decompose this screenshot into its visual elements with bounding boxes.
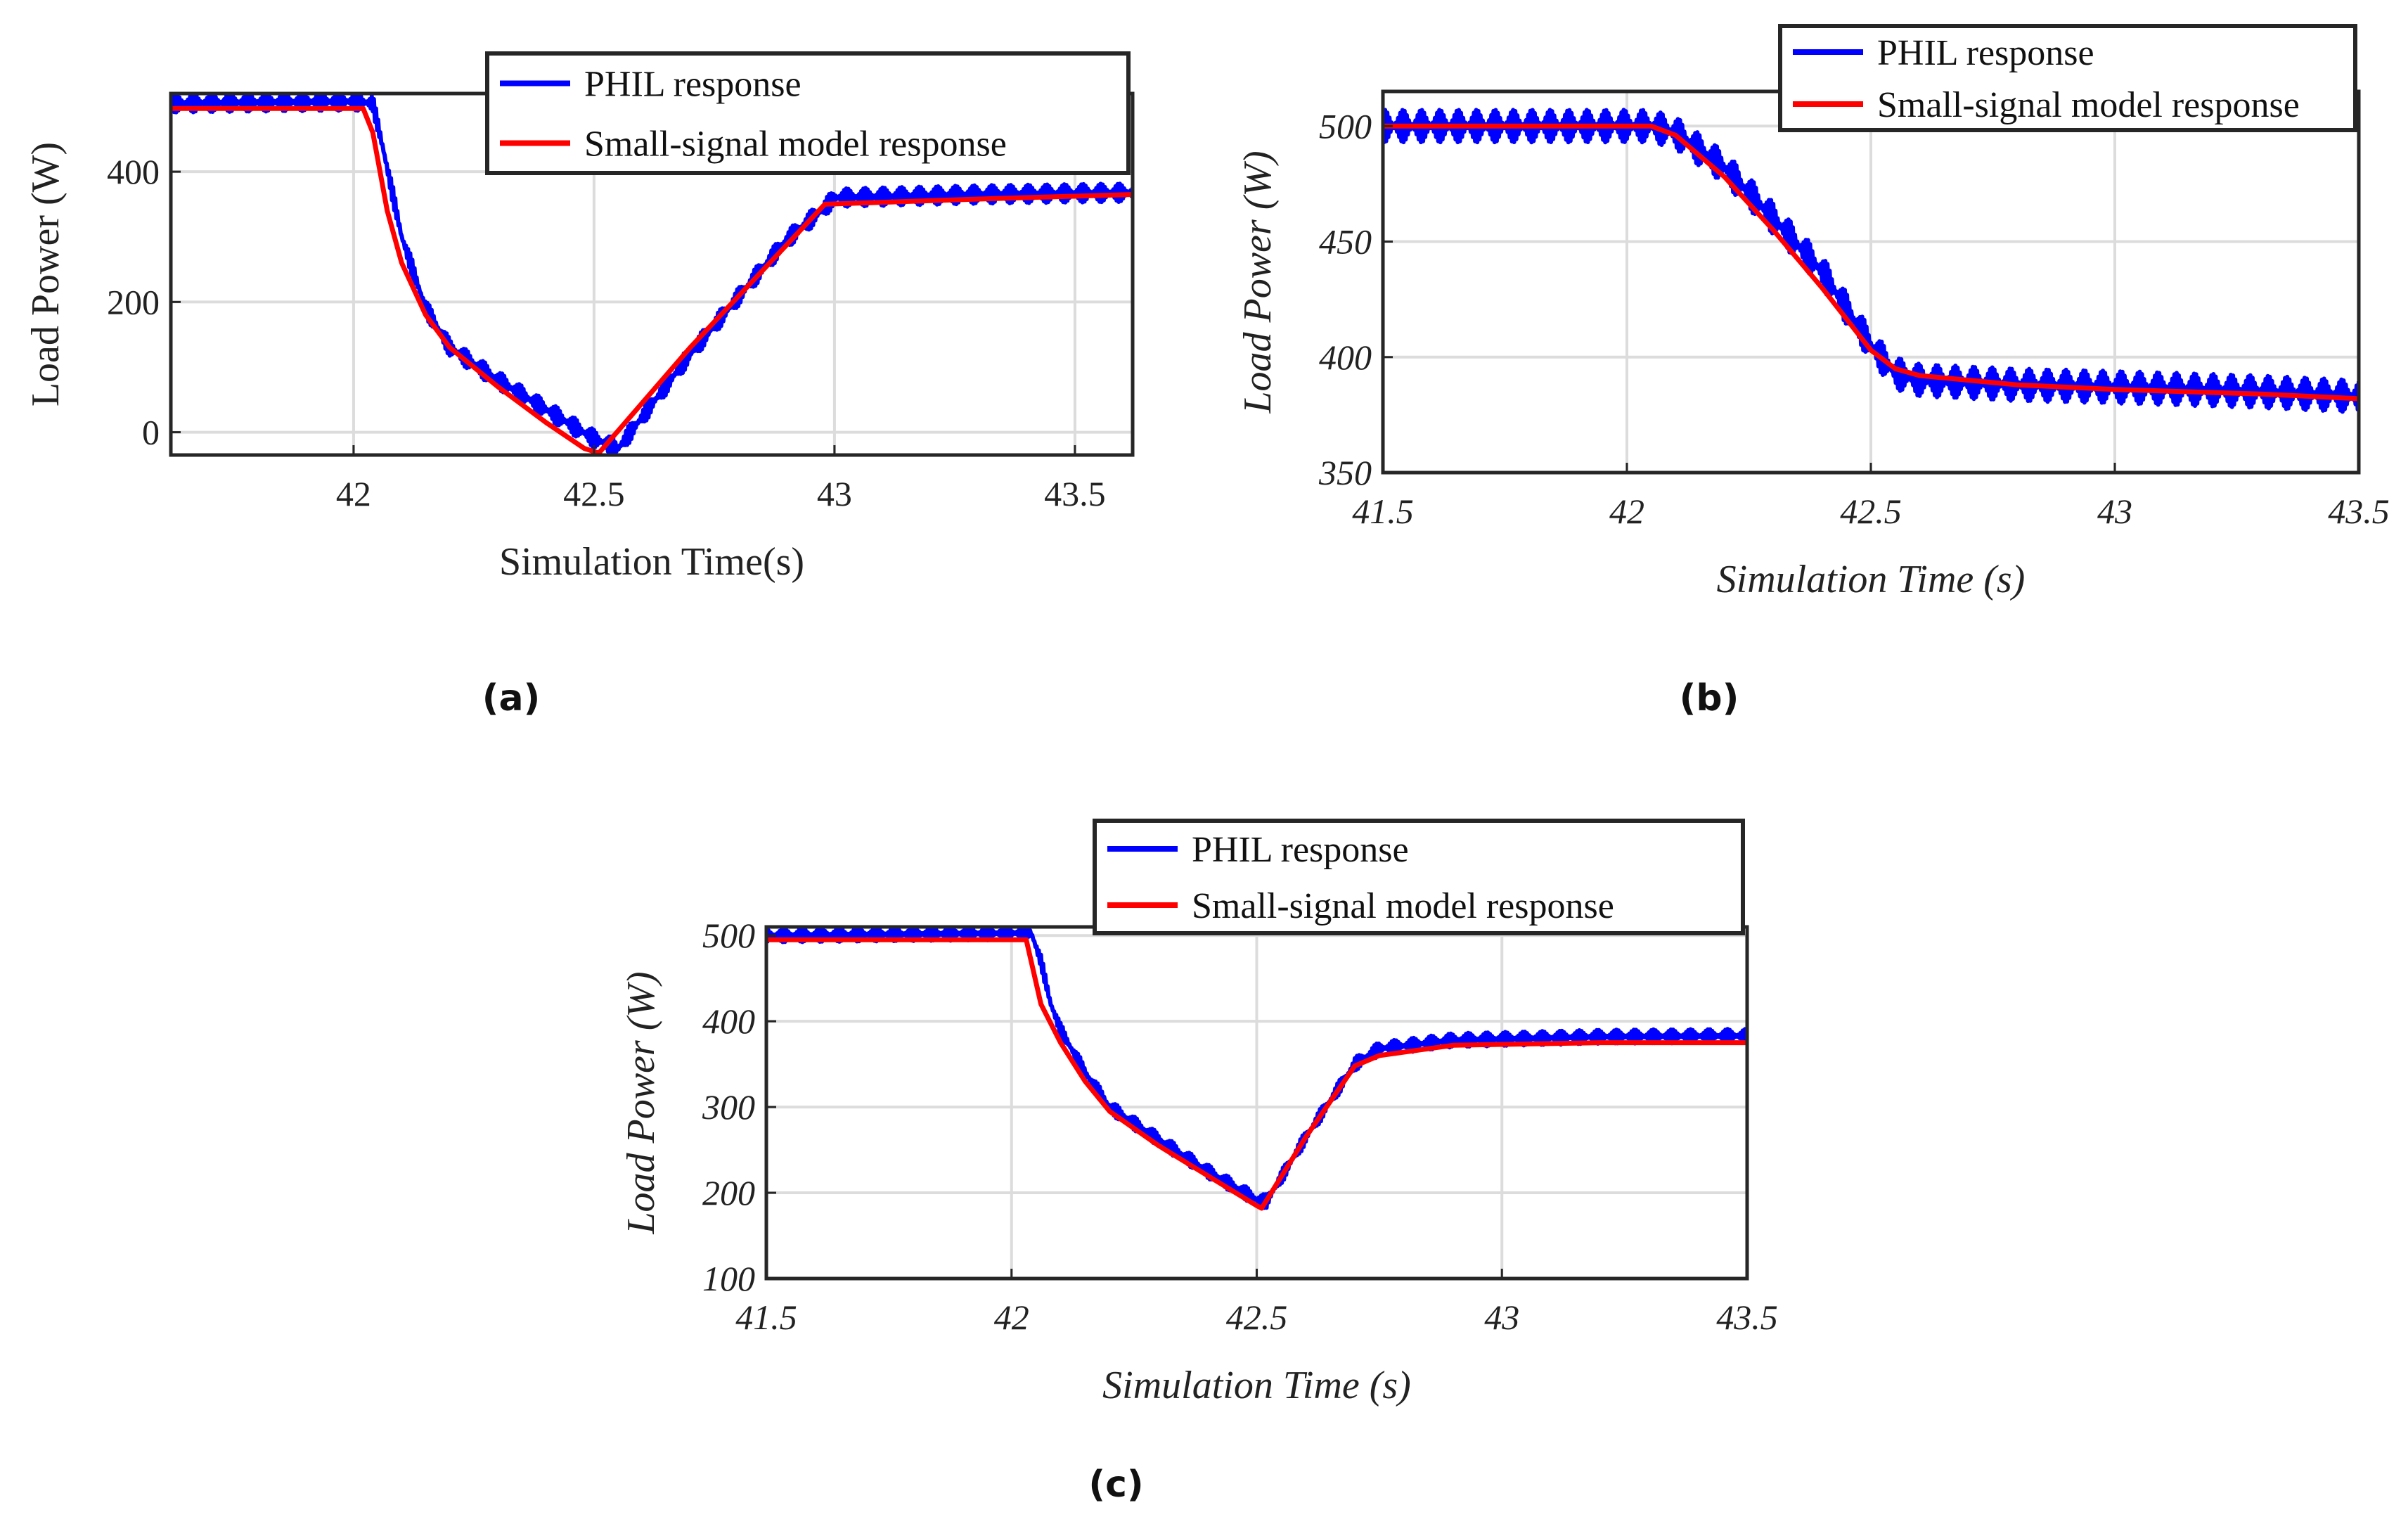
y-axis-label: Load Power (W) [1236,151,1280,414]
figure-caption: (b) [1680,677,1739,719]
chart-a: 42 42.5 43 43.5 0 200 400 Simulation Time(s) Loa… [24,51,1135,719]
x-tick-label: 43.5 [1716,1298,1778,1337]
series-group [1383,108,2359,414]
x-axis-label: Simulation Time (s) [1102,1364,1411,1407]
y-tick-label: 300 [702,1087,755,1127]
x-tick-label: 43 [817,474,852,513]
x-axis-label: Simulation Time(s) [499,540,804,584]
small-signal-model-line [1383,123,2359,402]
small-signal-model-line [766,937,1747,1211]
figure-caption: (c) [1088,1464,1143,1506]
legend-label-model: Small-signal model response [584,124,1007,165]
y-tick-label: 100 [702,1259,755,1298]
legend-box [1778,24,2357,132]
y-tick-label: 500 [702,916,755,955]
x-tick-label: 42.5 [563,474,625,513]
x-tick-label: 41.5 [735,1298,797,1337]
legend-label-model: Small-signal model response [1192,886,1614,926]
phil-response-line [1383,108,2359,414]
y-tick-label: 400 [702,1001,755,1041]
chart-c: 41.5 42 42.5 43 43.5 100 200 300 400 500 Simulatio… [619,819,1778,1506]
x-tick-label: 43.5 [2328,492,2390,531]
x-tick-label: 42.5 [1840,492,1902,531]
x-tick-label: 42.5 [1226,1298,1288,1337]
figure-caption: (a) [482,677,541,719]
series-group [171,94,1133,455]
y-tick-label: 400 [107,152,160,191]
legend-label-phil: PHIL response [1192,830,1409,870]
chart-b: 41.5 42 42.5 43 43.5 350 400 450 500 Simulation T… [1236,24,2390,719]
y-axis-label: Load Power (W) [619,971,663,1234]
x-axis-label: Simulation Time (s) [1717,558,2026,601]
small-signal-model-line [171,105,1133,455]
legend-label-phil: PHIL response [584,65,801,105]
legend: PHIL response Small-signal model response [1093,819,1745,935]
phil-response-line [171,94,1133,455]
x-tick-label: 41.5 [1352,492,1414,531]
y-axis-label: Load Power (W) [24,142,67,406]
legend-box [1093,819,1745,935]
legend-label-phil: PHIL response [1877,33,2094,73]
y-tick-label: 500 [1319,106,1372,146]
y-tick-label: 400 [1319,338,1372,377]
y-tick-label: 350 [1318,453,1372,492]
x-tick-label: 43 [1484,1298,1519,1337]
legend: PHIL response Small-signal model response [1778,24,2357,132]
x-tick-label: 42 [1609,492,1644,531]
y-tick-label: 450 [1319,222,1372,262]
legend-label-model: Small-signal model response [1877,85,2300,125]
y-tick-label: 200 [107,282,160,321]
legend-box [485,51,1131,175]
y-tick-label: 0 [142,413,160,452]
x-tick-label: 43.5 [1044,474,1106,513]
x-tick-label: 43 [2097,492,2132,531]
y-tick-label: 200 [702,1173,755,1212]
x-tick-label: 42 [994,1298,1029,1337]
legend: PHIL response Small-signal model response [485,51,1131,175]
x-tick-label: 42 [336,474,371,513]
